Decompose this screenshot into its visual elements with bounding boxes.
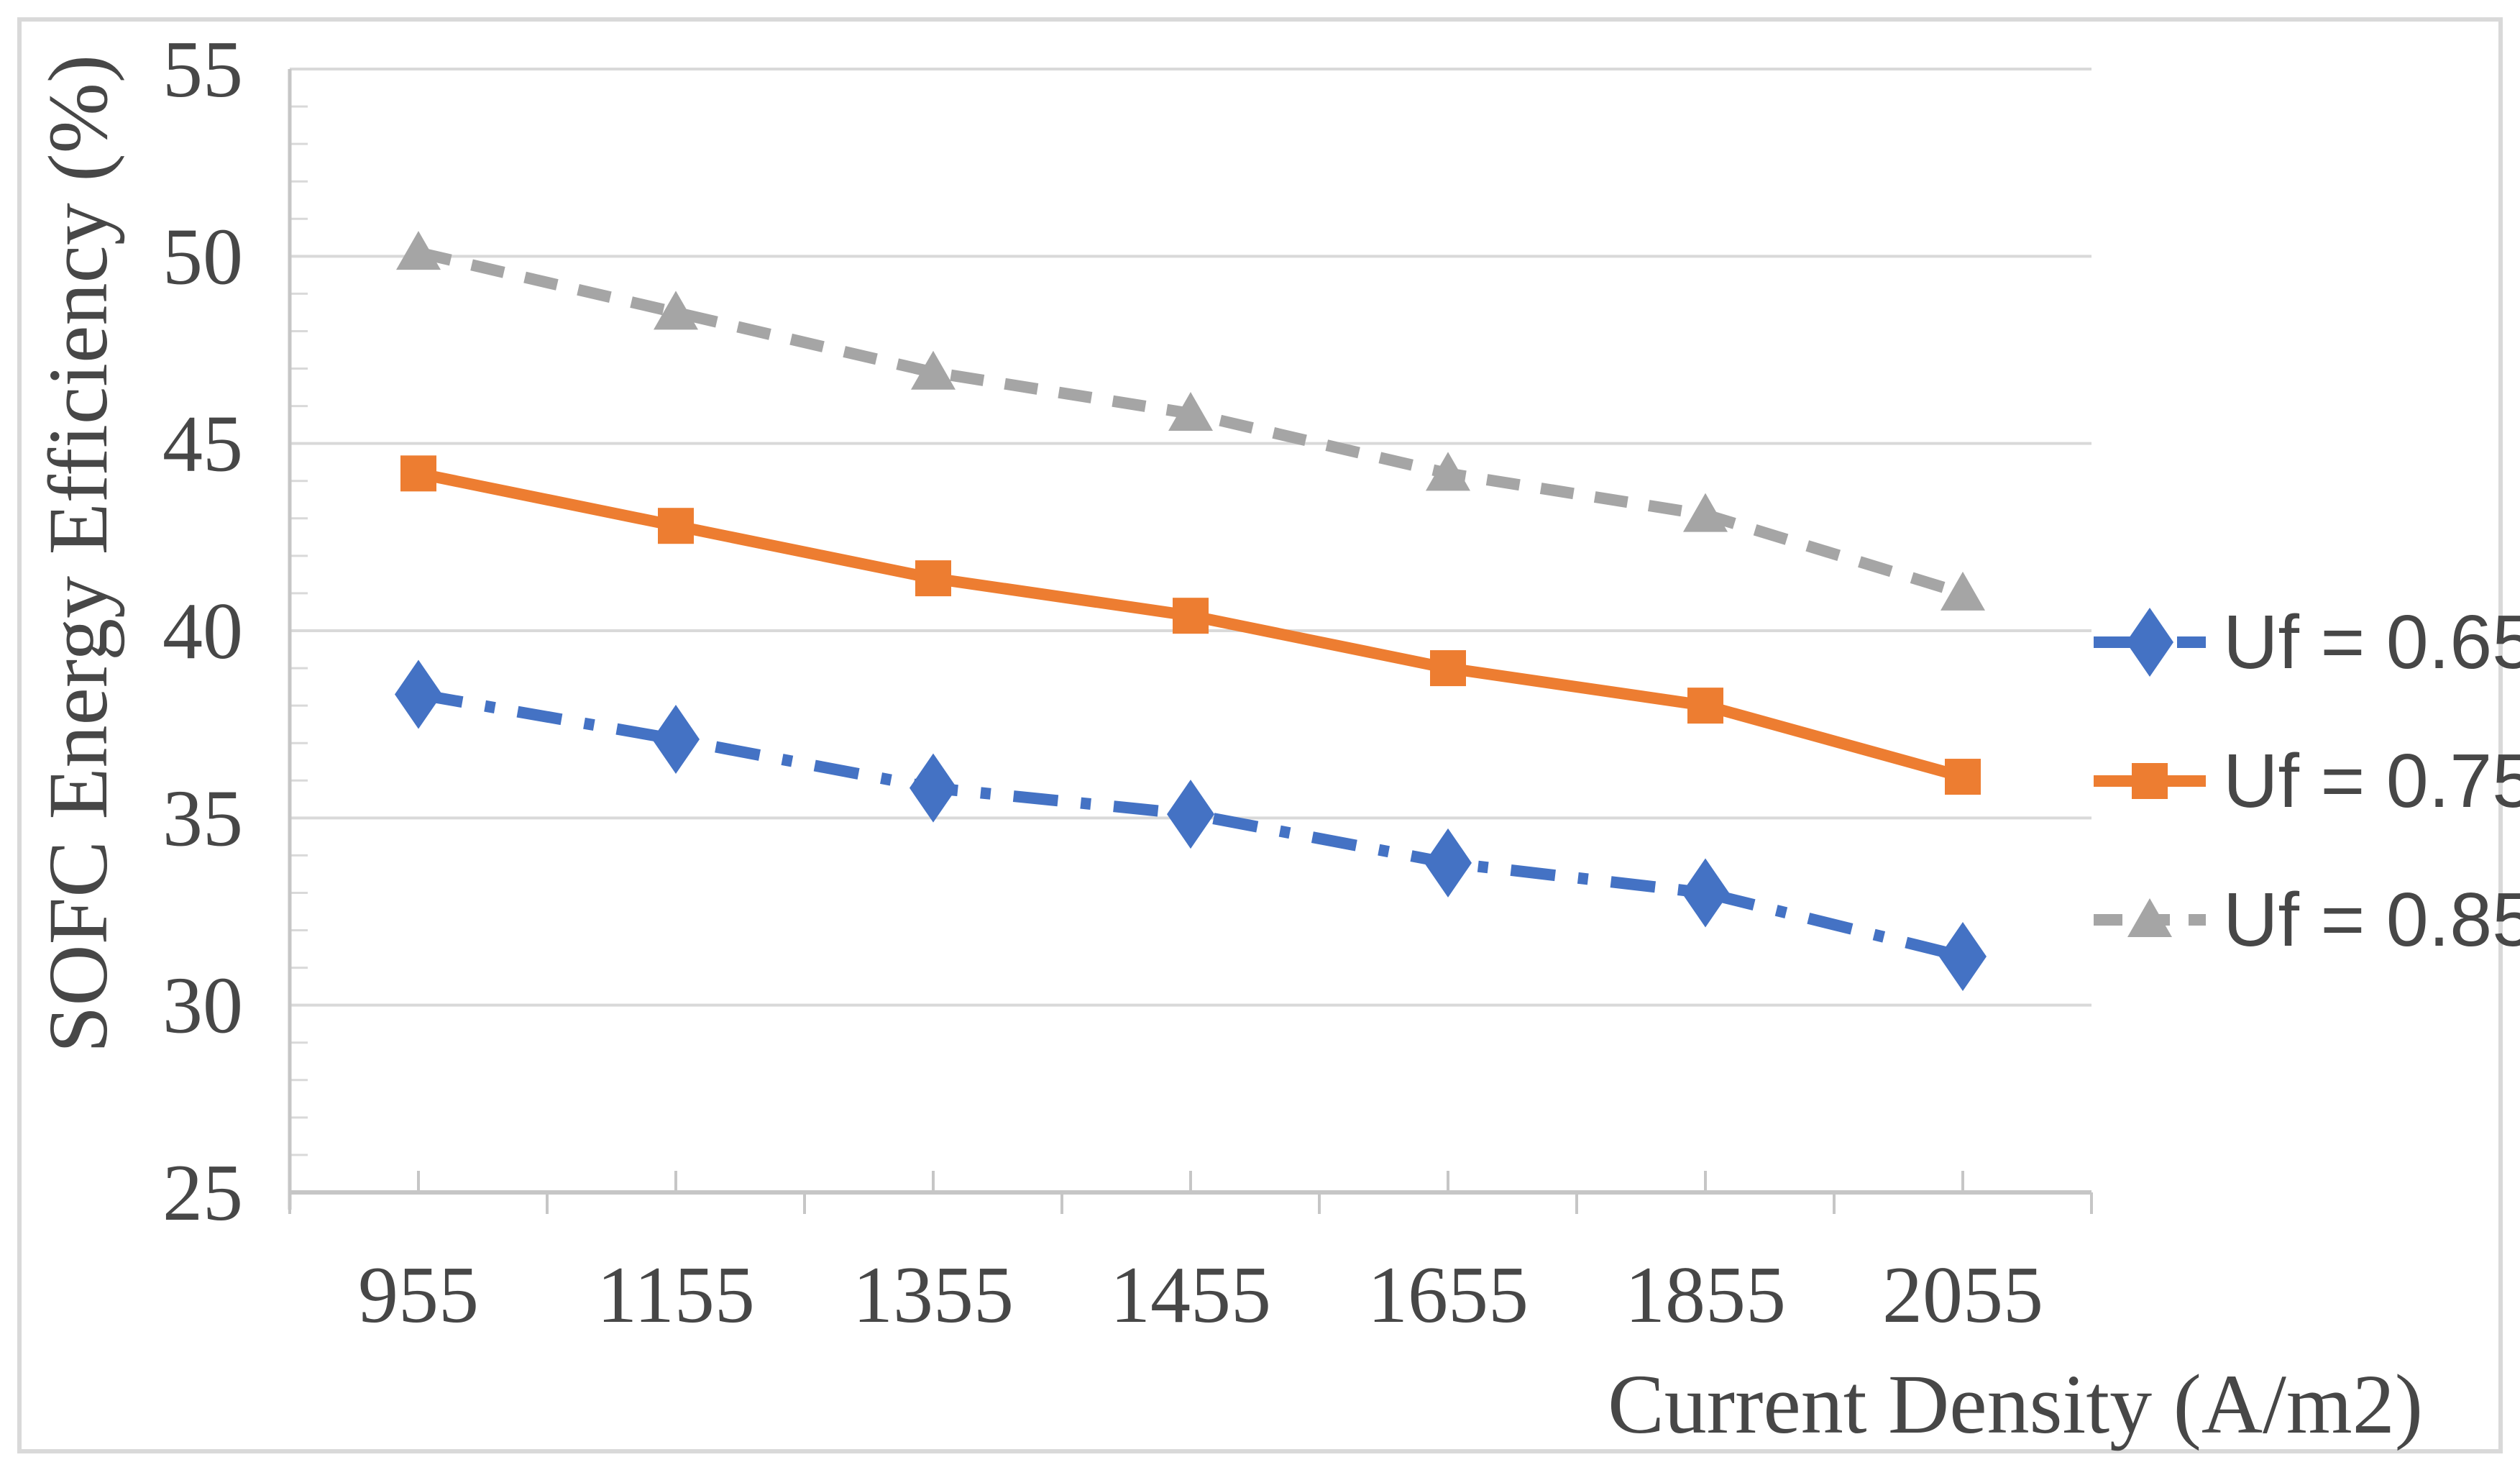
data-point-uf-0-65 (1682, 858, 1729, 928)
legend-label-uf-0-75: Uf = 0.75 (2223, 739, 2520, 823)
y-tick-label-30: 30 (162, 962, 243, 1051)
x-tick-label-1155: 1155 (597, 1251, 755, 1340)
data-point-uf-0-85 (1426, 452, 1470, 491)
x-tick-label-1855: 1855 (1625, 1251, 1786, 1340)
series-uf-0-85 (396, 231, 1985, 611)
legend-item-uf-0-65: Uf = 0.65 (2094, 600, 2520, 685)
y-tick-label-25: 25 (162, 1149, 243, 1238)
data-point-uf-0-75 (1173, 598, 1209, 634)
data-point-uf-0-75 (1945, 759, 1981, 795)
legend-label-uf-0-65: Uf = 0.65 (2223, 600, 2520, 685)
data-point-uf-0-85 (1941, 571, 1985, 611)
data-point-uf-0-65 (1167, 780, 1214, 849)
data-point-uf-0-65 (1424, 828, 1472, 898)
y-tick-label-35: 35 (162, 774, 243, 863)
data-point-uf-0-75 (1430, 650, 1466, 687)
x-tick-labels-layer: 955 1155 1355 1455 1655 1855 2055 (358, 1251, 2043, 1340)
gridlines-layer (290, 68, 2091, 1007)
data-point-uf-0-65 (1939, 921, 1987, 991)
x-ticks-layer (288, 1171, 2093, 1214)
data-point-uf-0-75 (400, 455, 436, 492)
data-point-uf-0-85 (911, 350, 956, 390)
y-minor-ticks-layer (290, 105, 308, 1156)
legend-item-uf-0-75: Uf = 0.75 (2094, 739, 2520, 823)
axes-layer (288, 69, 2091, 1210)
series-layer (395, 231, 1987, 991)
data-point-uf-0-75 (915, 560, 951, 597)
x-tick-label-955: 955 (358, 1251, 479, 1340)
legend-marker-square-icon (2132, 763, 2168, 799)
data-point-uf-0-65 (395, 659, 442, 729)
data-point-uf-0-85 (654, 291, 698, 330)
data-point-uf-0-75 (1687, 688, 1723, 724)
y-tick-label-45: 45 (162, 400, 243, 489)
y-tick-label-55: 55 (162, 25, 243, 114)
series-uf-0-75 (400, 455, 1981, 795)
y-tick-labels-layer: 25 30 35 40 45 50 55 (162, 25, 243, 1238)
data-point-uf-0-85 (396, 231, 441, 270)
data-point-uf-0-75 (658, 508, 694, 544)
legend-label-uf-0-85: Uf = 0.85 (2223, 877, 2520, 962)
y-axis-title: SOFC Energy Efficiency (%) (31, 55, 125, 1053)
legend-item-uf-0-85: Uf = 0.85 (2094, 877, 2520, 962)
chart-border (17, 17, 2503, 1453)
legend-marker-diamond-icon (2126, 608, 2173, 677)
data-point-uf-0-65 (910, 753, 957, 823)
legend-marker-triangle-icon (2127, 898, 2172, 937)
data-point-uf-0-65 (652, 704, 700, 774)
x-tick-label-1655: 1655 (1367, 1251, 1529, 1340)
y-tick-label-50: 50 (162, 212, 243, 301)
legend-layer: Uf = 0.65 Uf = 0.75 Uf = 0.85 (2094, 600, 2520, 962)
y-tick-label-40: 40 (162, 587, 243, 676)
data-point-uf-0-85 (1168, 392, 1213, 432)
x-tick-label-1355: 1355 (853, 1251, 1014, 1340)
series-uf-0-65 (395, 659, 1987, 991)
data-point-uf-0-85 (1683, 493, 1728, 532)
x-tick-label-1455: 1455 (1110, 1251, 1271, 1340)
x-tick-label-2055: 2055 (1882, 1251, 2043, 1340)
x-axis-title: Current Density (A/m2) (1608, 1357, 2423, 1451)
